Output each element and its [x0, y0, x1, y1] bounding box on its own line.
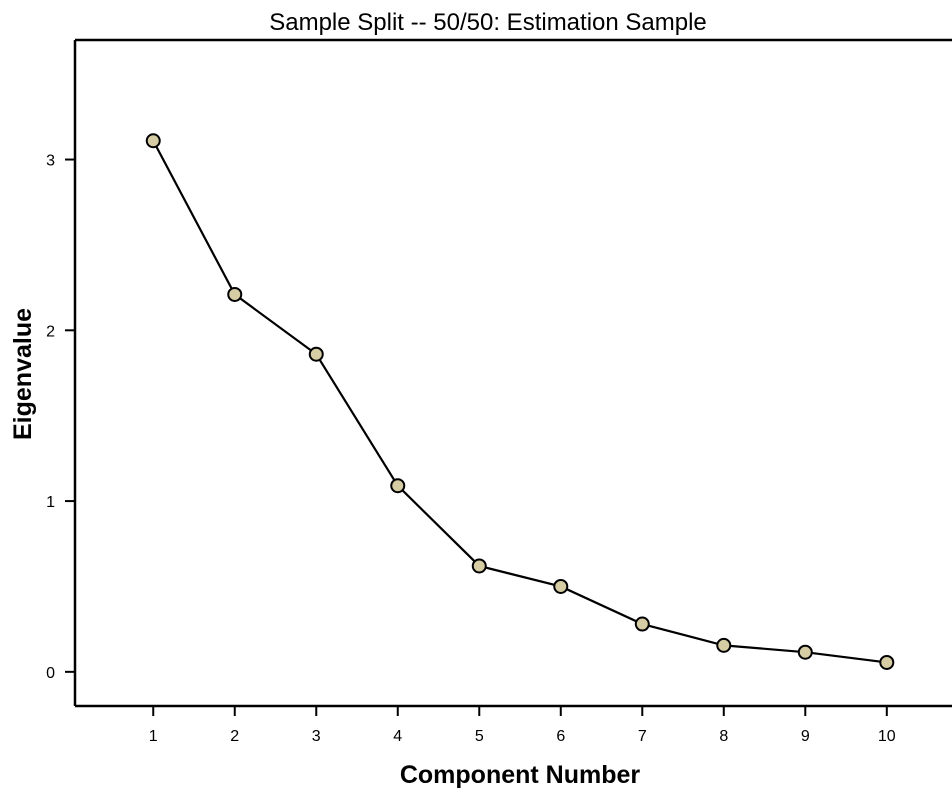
chart-title: Sample Split -- 50/50: Estimation Sample [269, 9, 707, 36]
x-tick-label: 8 [719, 728, 728, 745]
data-point [227, 286, 243, 302]
data-point [634, 616, 650, 632]
y-tick-label: 0 [46, 665, 55, 682]
x-tick-label: 7 [638, 728, 647, 745]
y-axis-title: Eigenvalue [9, 308, 37, 440]
data-series [145, 133, 895, 670]
x-tick-label: 5 [475, 728, 484, 745]
x-tick-label: 3 [312, 728, 321, 745]
plot-frame [73, 38, 952, 708]
series-line [152, 140, 887, 664]
y-tick-label: 1 [46, 494, 55, 511]
x-tick-label: 10 [878, 728, 896, 745]
x-tick-label: 1 [149, 728, 158, 745]
x-axis-ticks: 1 2 3 4 5 6 7 8 9 10 [149, 706, 896, 745]
data-point [716, 637, 732, 653]
y-axis-ticks: 0 1 2 3 [46, 153, 75, 682]
y-tick-label: 2 [46, 323, 55, 340]
x-tick-label: 6 [556, 728, 565, 745]
x-axis-title: Component Number [400, 761, 641, 789]
data-point [879, 654, 895, 670]
data-point [308, 346, 324, 362]
data-point [390, 478, 406, 494]
x-tick-label: 4 [393, 728, 402, 745]
y-tick-label: 3 [46, 153, 55, 170]
x-tick-label: 2 [230, 728, 239, 745]
data-point [553, 578, 569, 594]
data-point [797, 644, 813, 660]
data-point [471, 558, 487, 574]
x-tick-label: 9 [801, 728, 810, 745]
data-point [145, 133, 161, 149]
